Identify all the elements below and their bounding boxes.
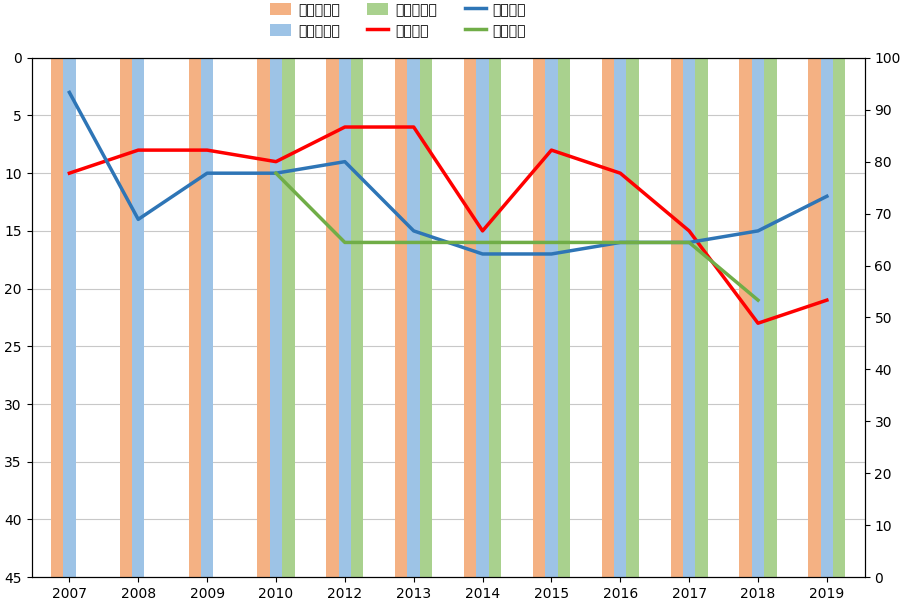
Bar xyxy=(257,58,270,589)
Bar xyxy=(407,58,420,589)
Bar xyxy=(834,58,845,589)
Bar xyxy=(201,58,214,589)
Bar xyxy=(395,58,407,589)
Bar xyxy=(338,58,351,589)
Bar xyxy=(51,58,63,589)
Bar xyxy=(626,58,639,589)
Bar xyxy=(695,58,708,589)
Bar xyxy=(821,58,834,589)
Bar xyxy=(351,58,364,589)
Bar xyxy=(188,58,201,589)
Bar xyxy=(683,58,695,589)
Bar xyxy=(119,58,132,589)
Bar xyxy=(132,58,145,589)
Bar xyxy=(739,58,752,589)
Bar xyxy=(326,58,338,589)
Bar xyxy=(464,58,476,589)
Bar xyxy=(476,58,489,589)
Bar xyxy=(557,58,570,589)
Bar xyxy=(602,58,614,589)
Bar xyxy=(808,58,821,589)
Bar xyxy=(270,58,282,589)
Bar xyxy=(671,58,683,589)
Bar xyxy=(282,58,294,589)
Bar xyxy=(764,58,776,589)
Bar xyxy=(752,58,764,589)
Bar xyxy=(489,58,501,589)
Bar xyxy=(545,58,557,589)
Bar xyxy=(533,58,545,589)
Bar xyxy=(420,58,433,589)
Bar xyxy=(614,58,626,589)
Bar xyxy=(63,58,76,589)
Legend: 国語正答率, 算数正答率, 理科正答率, 国語順位, 算数順位, 理科順位: 国語正答率, 算数正答率, 理科正答率, 国語順位, 算数順位, 理科順位 xyxy=(264,0,532,44)
